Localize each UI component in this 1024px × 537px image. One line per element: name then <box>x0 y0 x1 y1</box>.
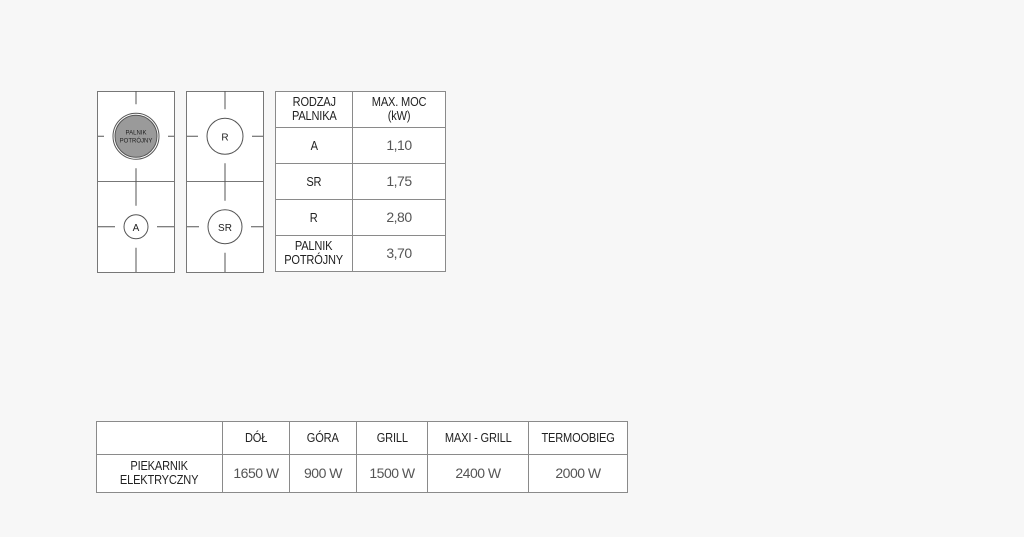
oven-power-table: DÓŁ GÓRA GRILL MAXI - GRILL TERMOOBIEG P… <box>96 421 628 493</box>
burner-power: 2,80 <box>352 199 446 236</box>
power-value: 1500 W <box>356 454 428 493</box>
burner-type: PALNIK POTRÓJNY <box>284 237 344 267</box>
header-burner-type: RODZAJ PALNIKA <box>291 93 337 123</box>
burner-type: A <box>310 137 318 153</box>
burner-power: 3,70 <box>352 235 446 272</box>
burner-type: R <box>310 209 318 225</box>
column-header: GRILL <box>376 430 408 446</box>
column-header: TERMOOBIEG <box>541 430 615 446</box>
column-header: GÓRA <box>307 430 339 446</box>
table-row: PALNIK POTRÓJNY 3,70 <box>275 235 446 272</box>
power-value: 2000 W <box>528 454 628 493</box>
table-header-row: RODZAJ PALNIKA MAX. MOC (kW) <box>275 91 446 128</box>
burner-type: SR <box>306 173 322 189</box>
table-row: R 2,80 <box>275 199 446 236</box>
table-row: PIEKARNIK ELEKTRYCZNY 1650 W 900 W 1500 W… <box>96 454 628 493</box>
table-row: SR 1,75 <box>275 163 446 200</box>
burner-label: POTRÓJNY <box>120 137 153 144</box>
burner-sr: SR <box>207 209 243 245</box>
column-header: MAXI - GRILL <box>444 430 512 446</box>
column-header: DÓŁ <box>244 430 268 446</box>
power-value: 900 W <box>289 454 357 493</box>
burner-power: 1,75 <box>352 163 446 200</box>
hob-2: R SR <box>186 91 264 273</box>
power-value: 2400 W <box>427 454 529 493</box>
burner-label: A <box>133 223 140 234</box>
row-label: PIEKARNIK ELEKTRYCZNY <box>120 457 199 487</box>
table-row: A 1,10 <box>275 127 446 164</box>
burner-power-table: RODZAJ PALNIKA MAX. MOC (kW) A 1,10 SR 1,75 … <box>275 91 446 272</box>
burner-label: SR <box>218 223 232 234</box>
header-max-power: MAX. MOC (kW) <box>371 93 427 123</box>
burner-a: A <box>123 214 149 240</box>
burner-power: 1,10 <box>352 127 446 164</box>
burner-label: PALNIK <box>126 130 147 136</box>
empty-header-cell <box>96 421 223 455</box>
burner-r: R <box>206 117 244 155</box>
burner-label: R <box>221 132 228 143</box>
table-header-row: DÓŁ GÓRA GRILL MAXI - GRILL TERMOOBIEG <box>96 421 628 455</box>
power-value: 1650 W <box>222 454 290 493</box>
